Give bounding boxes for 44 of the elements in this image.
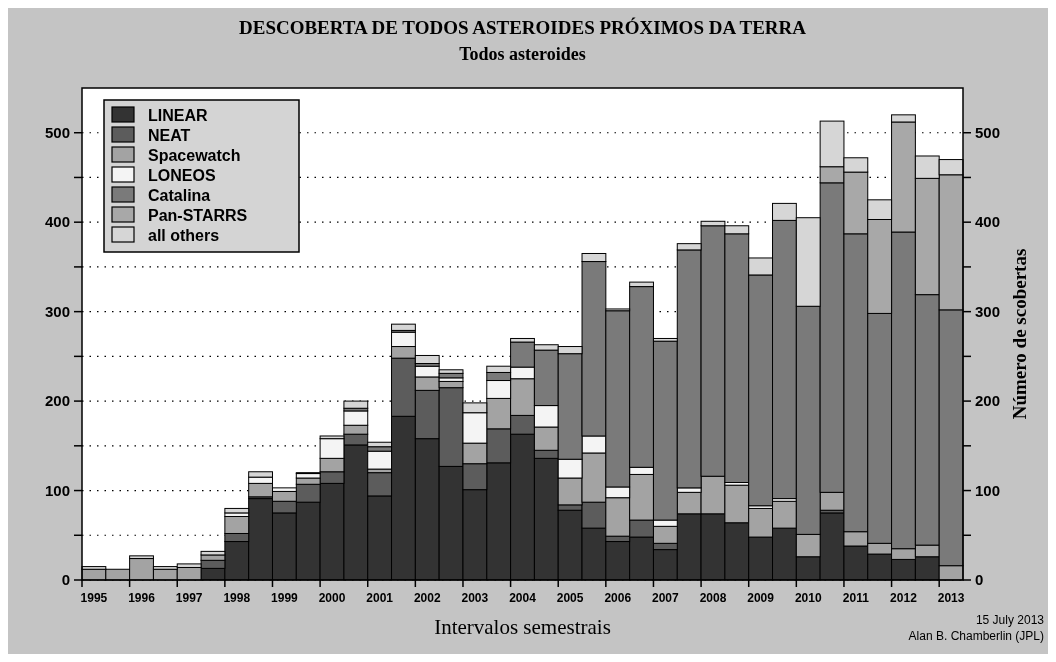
x-tick-label: 2011 <box>842 591 870 605</box>
x-tick-label: 1999 <box>271 591 299 605</box>
x-axis-title: Intervalos semestrais <box>434 615 611 639</box>
legend-label: NEAT <box>148 126 191 144</box>
legend-label: Pan-STARRS <box>148 206 248 224</box>
x-tick-label: 1998 <box>223 591 251 605</box>
y2-tick-label: 100 <box>975 481 1001 499</box>
y-tick-label: 500 <box>44 123 70 141</box>
x-tick-label: 2010 <box>794 591 822 605</box>
x-tick-label: 2006 <box>604 591 632 605</box>
legend-label: LONEOS <box>148 166 216 184</box>
x-tick-label: 2012 <box>890 591 918 605</box>
x-tick-label: 2013 <box>937 591 965 605</box>
text: Alan B. Chamberlin (JPL) <box>908 629 1044 643</box>
chart-title: DESCOBERTA DE TODOS ASTEROIDES PRÓXIMOS DA TERRA <box>238 17 807 38</box>
x-tick-label: 1996 <box>128 591 156 605</box>
y2-axis-title: Número de scobertas <box>1009 248 1030 420</box>
legend-label: LINEAR <box>148 106 208 124</box>
chart-subtitle: Todos asteroides <box>459 44 586 64</box>
x-tick-label: 2009 <box>747 591 775 605</box>
x-tick-label: 2005 <box>556 591 584 605</box>
x-tick-label: 1997 <box>175 591 203 605</box>
legend-label: all others <box>148 226 220 244</box>
y-tick-label: 0 <box>61 571 70 589</box>
x-tick-label: 2001 <box>366 591 394 605</box>
y-tick-label: 300 <box>44 302 70 320</box>
x-tick-label: 2000 <box>318 591 346 605</box>
y-tick-label: 100 <box>44 481 70 499</box>
legend-label: Spacewatch <box>148 146 241 164</box>
y-tick-label: 400 <box>44 213 70 231</box>
x-tick-label: 2002 <box>413 591 441 605</box>
x-tick-label: 2007 <box>652 591 680 605</box>
y2-tick-label: 200 <box>975 392 1001 410</box>
y-tick-label: 200 <box>44 392 70 410</box>
x-tick-label: 2003 <box>461 591 489 605</box>
text: 15 July 2013 <box>975 613 1045 627</box>
x-tick-label: 1995 <box>80 591 108 605</box>
x-tick-label: 2004 <box>509 591 537 605</box>
y2-tick-label: 400 <box>975 213 1001 231</box>
y2-tick-label: 300 <box>975 302 1001 320</box>
y2-tick-label: 0 <box>975 571 984 589</box>
x-tick-label: 2008 <box>699 591 727 605</box>
y2-tick-label: 500 <box>975 123 1001 141</box>
legend-label: Catalina <box>148 186 211 204</box>
